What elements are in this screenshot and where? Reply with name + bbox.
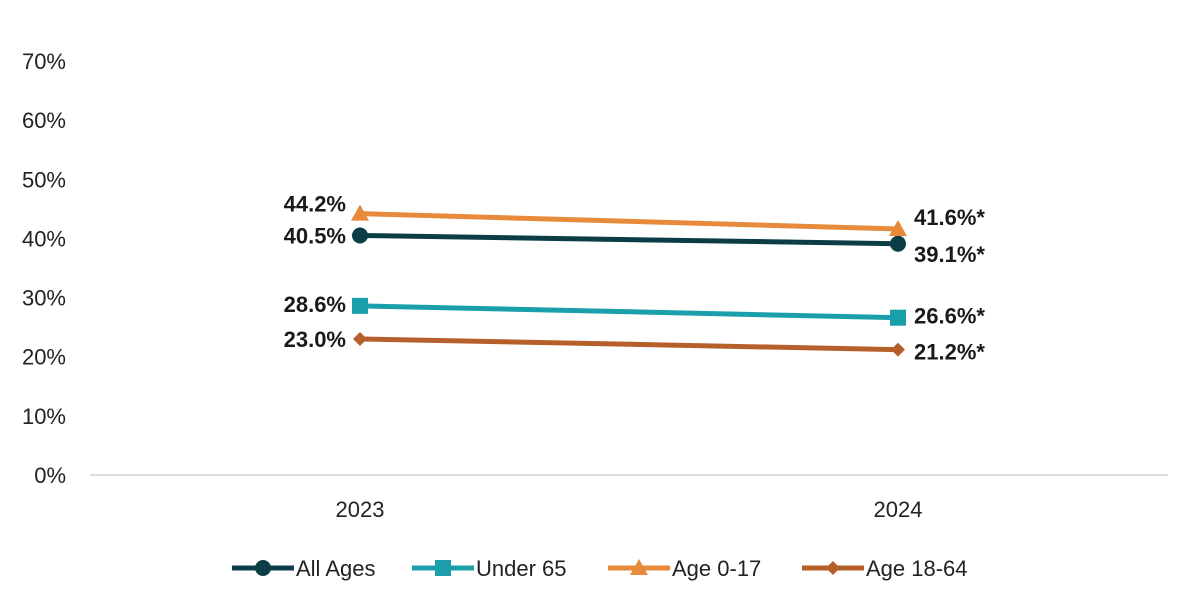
data-label: 39.1%* [914, 242, 985, 267]
y-tick-label: 50% [22, 167, 66, 192]
data-point-marker [353, 331, 367, 346]
series-markers [351, 204, 907, 357]
y-tick-label: 0% [34, 463, 66, 488]
series-line-age-0-17 [357, 211, 901, 232]
legend-label: Age 18-64 [866, 556, 968, 581]
x-tick-label: 2024 [874, 497, 923, 522]
data-label: 21.2%* [914, 340, 985, 365]
y-tick-label: 70% [22, 49, 66, 74]
y-tick-label: 30% [22, 286, 66, 311]
legend-marker [630, 559, 648, 575]
data-point-marker [891, 342, 905, 357]
series-line-age-18-64 [357, 336, 901, 353]
y-axis: 0% 10% 20% 30% 40% 50% 60% 70% [22, 49, 66, 488]
legend: All Ages Under 65 Age 0-17 Age 18-64 [232, 556, 968, 581]
data-point-marker [352, 227, 368, 244]
data-label: 28.6% [284, 292, 346, 317]
y-tick-label: 40% [22, 226, 66, 251]
data-point-marker [351, 204, 369, 221]
x-tick-label: 2023 [336, 497, 385, 522]
x-axis: 2023 2024 [90, 474, 1168, 522]
series-line-all-ages [357, 232, 901, 247]
y-tick-label: 60% [22, 108, 66, 133]
data-label: 40.5% [284, 223, 346, 248]
legend-label: Age 0-17 [672, 556, 761, 581]
legend-label: Under 65 [476, 556, 567, 581]
y-tick-label: 10% [22, 404, 66, 429]
data-point-marker [890, 235, 906, 252]
legend-item-all-ages: All Ages [232, 556, 376, 581]
data-labels: 40.5% 39.1%* 28.6% 26.6%* 44.2% 41.6%* 23.0% 21… [284, 192, 986, 365]
series-line-under-65 [357, 303, 901, 321]
data-label: 41.6%* [914, 205, 985, 230]
data-point-marker [352, 297, 368, 314]
legend-marker [826, 561, 840, 575]
legend-marker [435, 560, 451, 576]
data-point-marker [890, 309, 906, 326]
y-tick-label: 20% [22, 345, 66, 370]
legend-marker [255, 560, 271, 576]
data-label: 44.2% [284, 192, 346, 217]
data-label: 26.6%* [914, 304, 985, 329]
data-label: 23.0% [284, 327, 346, 352]
legend-label: All Ages [296, 556, 376, 581]
legend-item-age-0-17: Age 0-17 [608, 556, 761, 581]
legend-item-age-18-64: Age 18-64 [802, 556, 968, 581]
data-point-marker [889, 219, 907, 236]
series-lines [357, 211, 901, 353]
legend-item-under-65: Under 65 [412, 556, 567, 581]
